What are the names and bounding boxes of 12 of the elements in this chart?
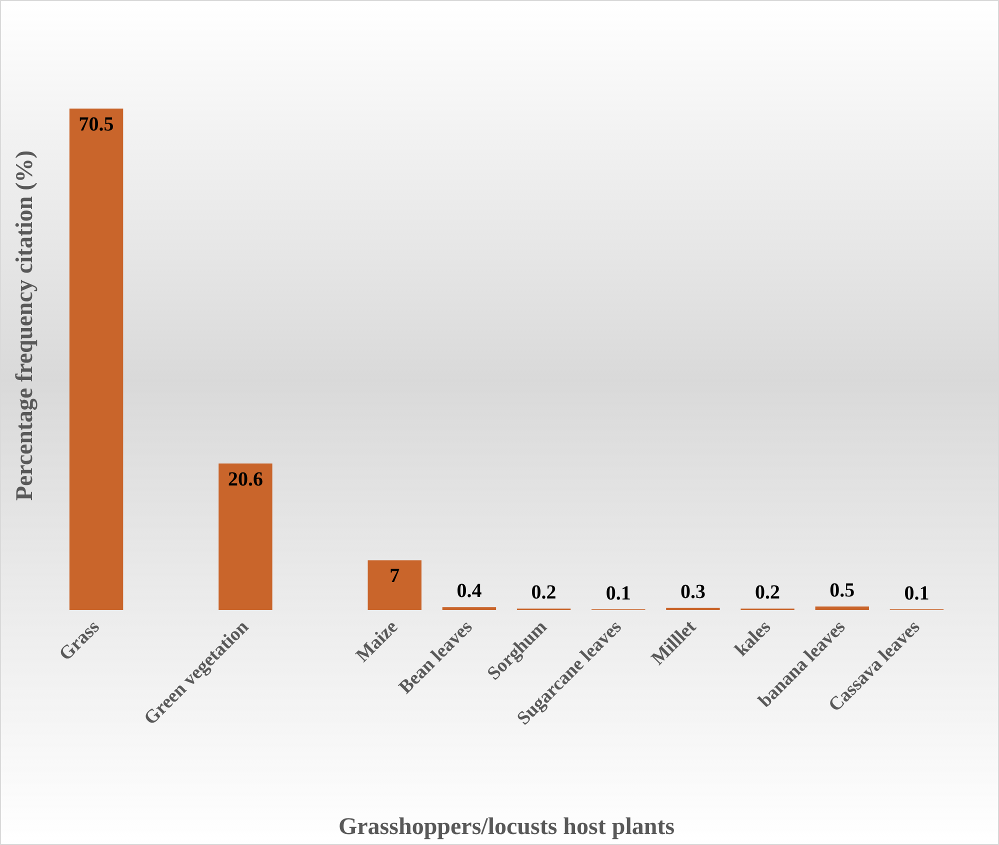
data-label: 20.6 (228, 468, 263, 490)
data-label: 0.3 (680, 580, 706, 603)
data-label: 0.4 (456, 580, 482, 602)
y-axis-title: Percentage frequency citation (%) (12, 150, 38, 501)
data-label: 7 (390, 565, 400, 588)
data-label: 0.1 (606, 582, 631, 604)
data-label: 70.5 (78, 114, 114, 136)
data-label: 0.2 (755, 582, 780, 604)
data-label: 0.2 (531, 582, 556, 604)
data-label: 0.1 (904, 582, 930, 604)
data-label: 0.5 (830, 579, 855, 602)
x-axis-title: Grasshoppers/locusts host plants (338, 814, 675, 840)
